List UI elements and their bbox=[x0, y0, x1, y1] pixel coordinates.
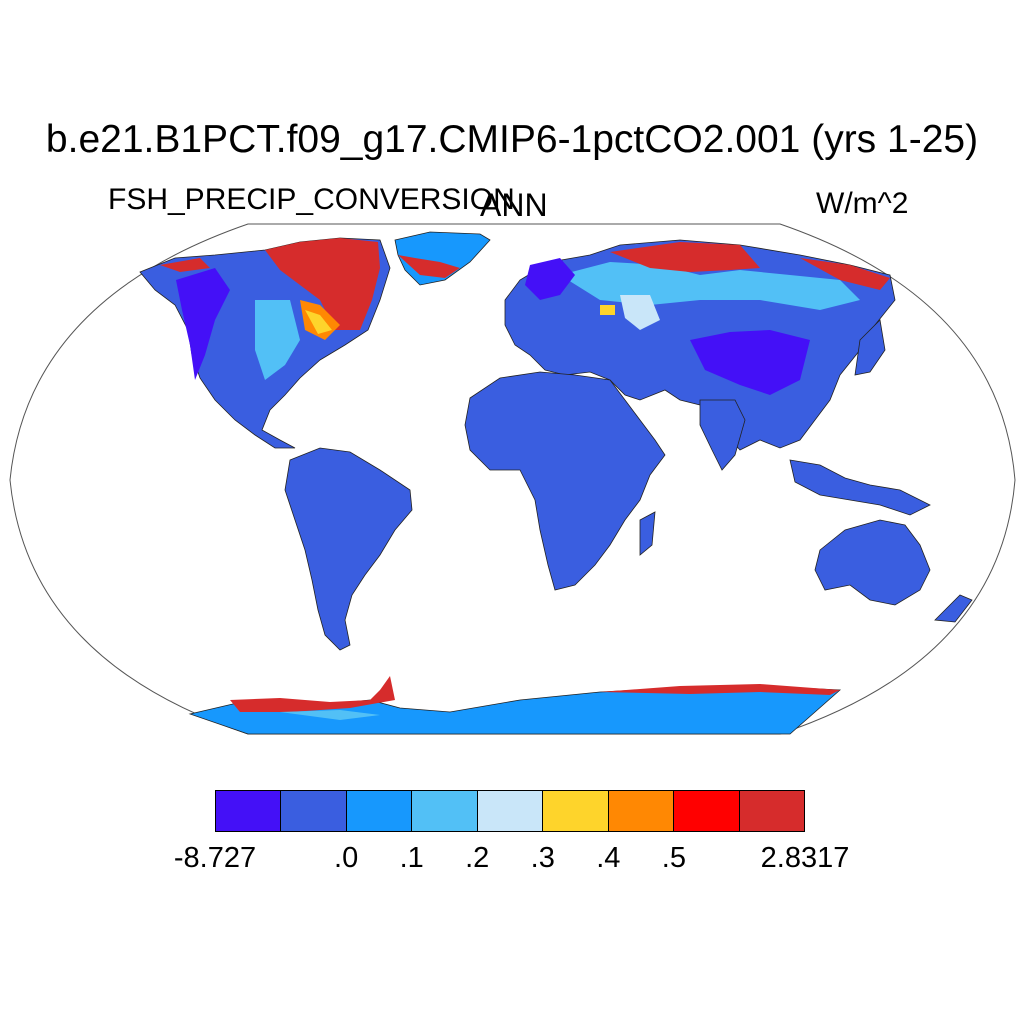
colorbar-box bbox=[674, 791, 740, 831]
colorbar-label: .0 bbox=[334, 842, 359, 874]
colorbar-box bbox=[346, 791, 413, 831]
plot-title: b.e21.B1PCT.f09_g17.CMIP6-1pctCO2.001 (y… bbox=[45, 118, 979, 161]
season-label: ANN bbox=[480, 187, 548, 223]
colorbar-label: .5 bbox=[661, 842, 686, 874]
na-lightblue bbox=[255, 300, 300, 380]
colorbar-label: .1 bbox=[399, 842, 424, 874]
colorbar-label: .2 bbox=[465, 842, 490, 874]
antarctica-red-east bbox=[600, 684, 840, 695]
colorbar-label: .3 bbox=[530, 842, 555, 874]
colorbar-label: 2.8317 bbox=[760, 842, 850, 874]
colorbar-label: .4 bbox=[596, 842, 621, 874]
colorbar-box bbox=[412, 791, 478, 831]
asia-lightblue-central bbox=[620, 295, 660, 330]
na-alaska-red bbox=[160, 258, 210, 272]
europe-purple bbox=[525, 258, 575, 300]
asia-purple bbox=[690, 330, 810, 395]
colorbar-box bbox=[216, 791, 282, 831]
sea-islands bbox=[789, 459, 931, 516]
colorbar-box bbox=[608, 791, 675, 831]
antarctica-red bbox=[230, 676, 395, 712]
greenland-red bbox=[398, 255, 460, 278]
australia bbox=[814, 519, 931, 606]
na-arctic-red bbox=[265, 238, 380, 330]
colorbar-box bbox=[543, 791, 609, 831]
units-label: W/m^2 bbox=[816, 187, 909, 220]
colorbar-box bbox=[477, 791, 544, 831]
eurasia-red bbox=[610, 242, 760, 272]
colorbar-box bbox=[739, 791, 804, 831]
colorbar-box bbox=[281, 791, 347, 831]
colorbar-label: -8.727 bbox=[173, 842, 257, 874]
asia-yellow bbox=[600, 305, 615, 315]
india bbox=[699, 399, 746, 471]
na-yellow bbox=[305, 310, 332, 334]
africa bbox=[464, 371, 666, 591]
na-west-blue bbox=[176, 268, 230, 380]
madagascar bbox=[639, 511, 656, 556]
new-zealand bbox=[934, 594, 973, 623]
colorbar bbox=[215, 790, 805, 832]
south-america bbox=[284, 447, 413, 651]
antarctica-lightblue bbox=[280, 710, 380, 720]
eurasia-red-east bbox=[800, 258, 890, 290]
japan bbox=[854, 319, 886, 376]
variable-name: FSH_PRECIP_CONVERSION bbox=[108, 183, 515, 216]
